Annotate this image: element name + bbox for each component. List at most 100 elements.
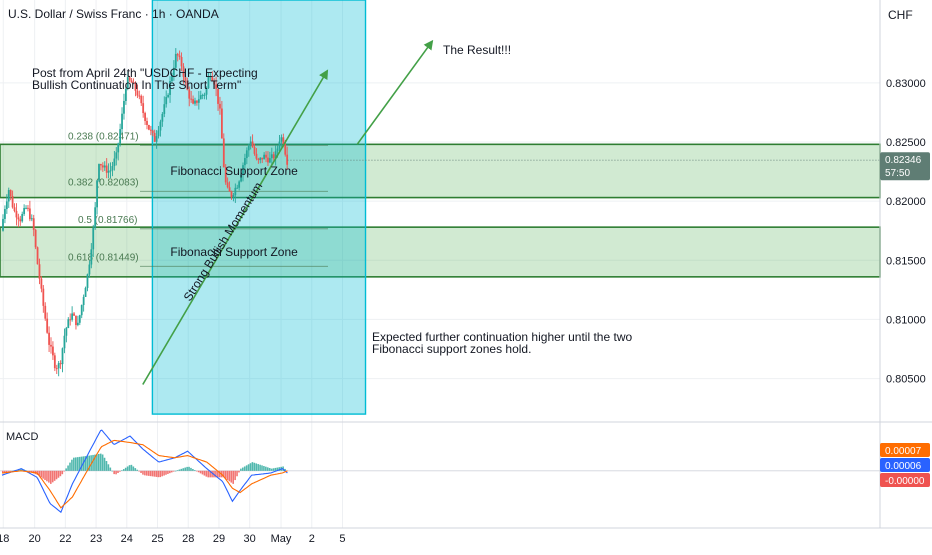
candle-body [149, 129, 152, 131]
macd-histogram-bar [25, 470, 27, 471]
macd-histogram-bar [217, 470, 219, 478]
candle-body [86, 274, 89, 288]
candle-body [92, 227, 95, 250]
candle-body [101, 165, 104, 168]
candle-body [48, 332, 50, 345]
candle-body [148, 124, 150, 130]
candle-body [255, 153, 258, 159]
price-axis-tick-label: 0.81000 [886, 314, 926, 326]
candle-body [286, 154, 289, 165]
macd-histogram-bar [134, 468, 137, 471]
macd-histogram-bar [167, 470, 169, 474]
candle-body [78, 315, 81, 323]
candle-body [272, 154, 275, 159]
candle-body [174, 53, 177, 68]
macd-histogram-bar [259, 464, 261, 471]
macd-histogram-bar [155, 470, 158, 477]
candle-body [197, 99, 200, 103]
candle-body [65, 327, 68, 336]
candle-body [178, 55, 181, 58]
candle-body [190, 98, 193, 100]
macd-histogram-bar [142, 470, 144, 475]
candle-body [100, 164, 102, 166]
zone-label: Fibonacci Support Zone [170, 164, 298, 178]
macd-line [1, 429, 288, 514]
result-box[interactable] [151, 0, 367, 415]
last-price-value: 0.82346 [885, 155, 922, 166]
candle-body [276, 148, 279, 152]
macd-histogram-bar [63, 470, 66, 472]
macd-histogram-bar [147, 470, 150, 476]
macd-histogram-bar [266, 467, 269, 471]
candle-body [130, 80, 133, 83]
macd-histogram-bar [7, 470, 10, 472]
candle-body [253, 147, 256, 154]
macd-histogram-bar [255, 463, 258, 471]
bar-countdown: 57:50 [885, 168, 910, 179]
candle-body [136, 90, 139, 96]
candle-body [232, 195, 235, 198]
macd-histogram-bar [228, 470, 231, 482]
macd-histogram-bar [165, 470, 167, 475]
fibonacci-support-zone[interactable] [0, 143, 881, 199]
macd-histogram-bar [92, 454, 94, 471]
candle-body [165, 97, 168, 105]
macd-histogram-bar [122, 469, 125, 471]
macd-histogram-bar [69, 462, 71, 471]
macd-histogram-bar [270, 468, 273, 471]
candle-body [96, 180, 98, 208]
signal-line [1, 439, 288, 509]
candle-body [69, 319, 72, 321]
price-axis-currency[interactable]: CHF [888, 8, 913, 22]
macd-histogram-bar [40, 470, 42, 478]
candle-body [230, 191, 233, 198]
candle-body [240, 174, 242, 182]
macd-value-label: -0.00000 [885, 476, 925, 487]
macd-histogram-bar [284, 468, 286, 471]
macd-value-badge [880, 473, 930, 487]
macd-histogram-bar [132, 466, 135, 471]
macd-histogram-bar [138, 470, 140, 472]
candle-body [234, 187, 237, 196]
macd-histogram-bar [78, 456, 81, 471]
candle-body [268, 158, 271, 163]
candle-body [142, 103, 145, 114]
candle-body [111, 166, 114, 171]
macd-histogram-bar [76, 457, 79, 471]
macd-histogram-bar [84, 456, 87, 471]
macd-histogram-bar [94, 454, 96, 471]
time-axis-tick-label: 20 [29, 533, 41, 545]
macd-histogram-bar [263, 466, 265, 471]
candle-body [59, 363, 62, 365]
fibonacci-support-zone[interactable] [0, 226, 881, 278]
macd-histogram-bar [136, 469, 138, 471]
last-price-badge [880, 152, 930, 181]
chart-header-symbol: U.S. Dollar / Swiss Franc · 1h · OANDA [8, 7, 219, 21]
candle-body [196, 100, 198, 103]
candle-body [134, 82, 137, 91]
candle-body [244, 158, 246, 166]
candle-body [57, 363, 60, 369]
macd-histogram-bar [42, 470, 44, 479]
macd-histogram-bar [197, 470, 200, 473]
candle-body [180, 57, 183, 67]
fib-level-label: 0.382 (0.82083) [68, 177, 139, 188]
candle-body [82, 296, 85, 306]
macd-histogram-bar [230, 470, 233, 483]
time-axis-tick-label: 29 [213, 533, 225, 545]
candle-body [117, 143, 120, 153]
candle-body [2, 218, 4, 231]
candle-body [159, 121, 162, 131]
zone-label: Fibonacci Support Zone [170, 245, 298, 259]
macd-histogram-bar [192, 469, 194, 471]
macd-histogram-bar [184, 467, 186, 471]
macd-histogram-bar [51, 470, 54, 483]
macd-histogram-bar [61, 470, 64, 475]
candle-body [17, 217, 20, 220]
candle-body [263, 154, 266, 160]
candle-body [226, 182, 229, 188]
macd-histogram-bar [176, 470, 179, 471]
price-axis-tick-label: 0.83000 [886, 78, 926, 90]
candle-body [44, 305, 47, 319]
macd-histogram-bar [119, 470, 121, 472]
